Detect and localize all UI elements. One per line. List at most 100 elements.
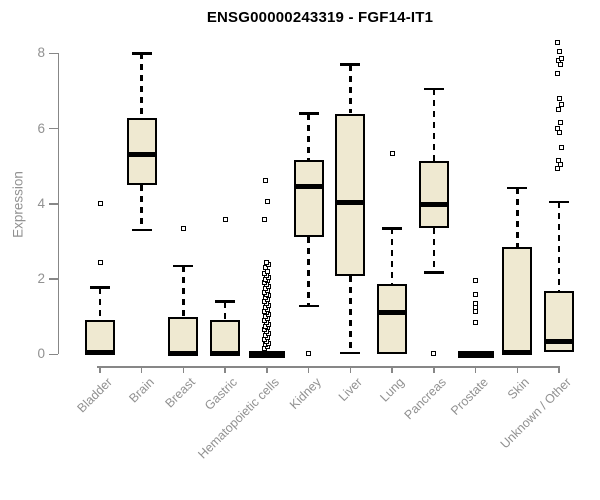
y-tick — [49, 203, 58, 205]
whisker-upper-kidney — [307, 113, 310, 161]
collapsed-box-prostate — [457, 350, 494, 358]
whisker-upper-breast — [182, 265, 185, 317]
whisker-upper-gastric — [223, 301, 227, 321]
chart-title: ENSG00000243319 - FGF14-IT1 — [206, 9, 434, 26]
box-kidney — [293, 160, 324, 237]
x-tick — [307, 366, 310, 373]
whisker-cap-upper-breast — [173, 264, 194, 268]
x-tick — [224, 366, 226, 373]
outlier-point — [473, 301, 479, 306]
x-tick-label-bladder: Bladder — [74, 375, 115, 416]
median-breast — [168, 350, 199, 356]
y-axis-line — [57, 53, 59, 355]
x-tick-label-skin: Skin — [505, 375, 533, 403]
x-tick — [516, 366, 519, 373]
x-tick-label-hematopoietic-cells: Hematopoietic cells — [195, 375, 282, 462]
whisker-upper-brain — [140, 53, 143, 118]
outlier-point — [556, 48, 562, 54]
x-tick — [182, 366, 185, 373]
box-lung — [377, 283, 408, 355]
x-tick-label-pancreas: Pancreas — [401, 375, 449, 423]
outlier-point — [558, 101, 564, 107]
outlier-point — [557, 120, 563, 126]
x-axis-line — [97, 366, 560, 368]
whisker-upper-liver — [349, 64, 352, 114]
outlier-point — [473, 278, 479, 284]
x-tick-label-gastric: Gastric — [202, 375, 241, 413]
outlier-point — [473, 291, 479, 297]
whisker-upper-lung — [390, 228, 394, 284]
whisker-cap-lower-brain — [131, 228, 152, 232]
outlier-point — [264, 259, 270, 265]
outlier-point — [554, 39, 560, 45]
x-tick — [391, 366, 393, 373]
whisker-cap-upper-brain — [131, 52, 152, 55]
y-tick — [49, 52, 58, 55]
whisker-cap-lower-pancreas — [423, 271, 444, 274]
outlier-point — [180, 225, 186, 231]
outlier-point — [306, 351, 312, 357]
whisker-upper-bladder — [98, 287, 102, 321]
outlier-point — [263, 177, 269, 183]
median-kidney — [293, 183, 324, 189]
median-brain — [126, 152, 157, 158]
outlier-point — [554, 126, 560, 132]
y-tick-label: 8 — [37, 45, 45, 61]
y-tick — [49, 278, 58, 280]
x-tick — [474, 366, 477, 373]
x-tick-label-liver: Liver — [336, 375, 366, 405]
whisker-cap-upper-pancreas — [423, 87, 444, 91]
y-tick — [49, 127, 58, 130]
outlier-point — [554, 165, 560, 171]
y-tick-label: 6 — [37, 120, 45, 136]
whisker-cap-lower-liver — [340, 351, 361, 355]
median-unknown-other — [544, 338, 575, 344]
x-tick-label-prostate: Prostate — [447, 375, 491, 418]
x-tick — [349, 366, 352, 373]
whisker-lower-brain — [140, 184, 143, 231]
outlier-point — [431, 351, 437, 357]
whisker-cap-upper-skin — [507, 186, 528, 190]
outlier-point — [555, 107, 561, 113]
whisker-lower-pancreas — [432, 227, 436, 273]
outlier-point — [222, 217, 228, 223]
outlier-point — [555, 158, 561, 164]
x-tick-label-kidney: Kidney — [286, 375, 324, 412]
outlier-point — [558, 56, 564, 62]
y-tick-label: 0 — [37, 346, 45, 362]
whisker-cap-upper-gastric — [215, 300, 236, 303]
collapsed-box-hematopoietic-cells — [248, 350, 285, 358]
outlier-point — [97, 200, 103, 206]
y-tick-label: 2 — [37, 271, 45, 287]
whisker-upper-skin — [516, 187, 519, 248]
x-tick-label-brain: Brain — [126, 375, 157, 406]
outlier-point — [97, 260, 103, 266]
whisker-cap-upper-liver — [340, 63, 361, 66]
whisker-cap-upper-unknown-other — [549, 200, 570, 204]
outlier-point — [473, 319, 479, 325]
x-tick — [433, 366, 435, 373]
median-skin — [502, 349, 533, 355]
y-tick — [49, 353, 58, 356]
whisker-upper-pancreas — [432, 89, 436, 161]
x-tick — [140, 366, 143, 373]
median-gastric — [210, 350, 241, 356]
median-bladder — [85, 349, 115, 355]
x-tick — [99, 366, 101, 373]
whisker-lower-liver — [349, 276, 352, 354]
box-brain — [126, 118, 157, 185]
median-liver — [335, 200, 366, 206]
x-tick — [266, 366, 268, 373]
outlier-point — [262, 216, 268, 222]
box-liver — [335, 113, 366, 277]
outlier-point — [389, 150, 395, 156]
y-tick-label: 4 — [37, 195, 45, 211]
whisker-cap-upper-bladder — [90, 286, 110, 289]
outlier-point — [265, 199, 271, 205]
outlier-point — [558, 144, 564, 150]
box-breast — [168, 316, 199, 355]
x-tick-label-breast: Breast — [162, 375, 199, 411]
whisker-cap-lower-kidney — [298, 304, 319, 308]
box-pancreas — [418, 160, 449, 228]
